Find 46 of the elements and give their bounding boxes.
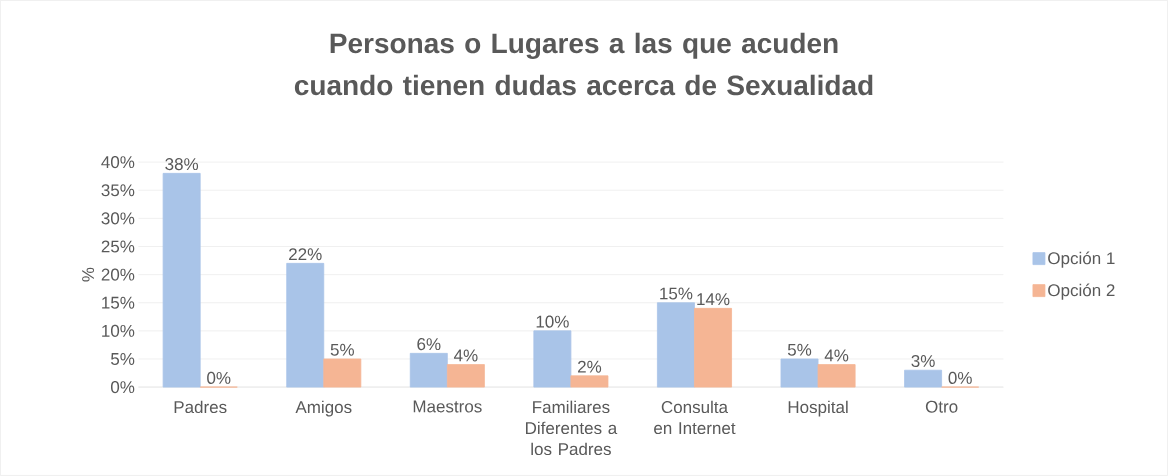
- y-tick-label: 15%: [102, 296, 135, 309]
- data-label: 5%: [787, 343, 812, 356]
- data-label: 3%: [911, 355, 935, 368]
- bar: [286, 262, 325, 388]
- bar: [904, 369, 943, 388]
- y-tick-label: 0%: [110, 381, 135, 394]
- bar: [694, 307, 732, 388]
- data-label: 22%: [289, 248, 322, 261]
- x-tick-label: Otro: [925, 400, 958, 413]
- bar: [817, 364, 856, 388]
- y-tick-label: 5%: [111, 353, 135, 365]
- bar: [409, 352, 448, 388]
- x-tick-label: Padres: [174, 400, 227, 414]
- data-label: 10%: [536, 315, 569, 328]
- bar: [162, 172, 201, 388]
- bar: [780, 358, 819, 388]
- y-tick-label: 25%: [101, 240, 135, 253]
- x-tick-label: Maestros: [413, 400, 482, 413]
- data-label: 2%: [578, 360, 602, 373]
- y-tick-label: 20%: [101, 268, 135, 281]
- data-label: 0%: [207, 371, 231, 384]
- x-tick-label: Hospital: [788, 400, 848, 417]
- chart-title: Personas o Lugares a las que acuden cuando tienen dudas acerca de Sexualidad: [294, 32, 873, 96]
- bar: [570, 375, 609, 388]
- data-label: 4%: [824, 349, 849, 362]
- y-tick-label: 40%: [101, 156, 135, 169]
- data-label: 14%: [697, 293, 730, 306]
- x-tick-label: Consulta en Internet: [654, 400, 736, 435]
- data-label: 0%: [948, 371, 972, 384]
- bar: [657, 302, 695, 388]
- x-tick-label: Amigos: [295, 400, 352, 417]
- data-label: 6%: [417, 338, 441, 351]
- bar: [533, 330, 572, 388]
- y-axis-title: %: [82, 267, 95, 282]
- x-tick-label: Familiares Diferentes a los Padres: [526, 400, 618, 456]
- bar: [446, 364, 485, 388]
- data-label: 4%: [453, 349, 478, 362]
- y-tick-label: 10%: [102, 324, 135, 337]
- data-label: 38%: [165, 158, 199, 171]
- bar: [323, 358, 362, 388]
- legend-label: Opción 2: [1048, 283, 1115, 300]
- y-tick-label: 30%: [101, 212, 135, 225]
- legend-label: Opción 1: [1048, 251, 1115, 268]
- data-label: 15%: [660, 287, 693, 300]
- data-label: 5%: [330, 343, 354, 356]
- y-tick-label: 35%: [101, 184, 135, 197]
